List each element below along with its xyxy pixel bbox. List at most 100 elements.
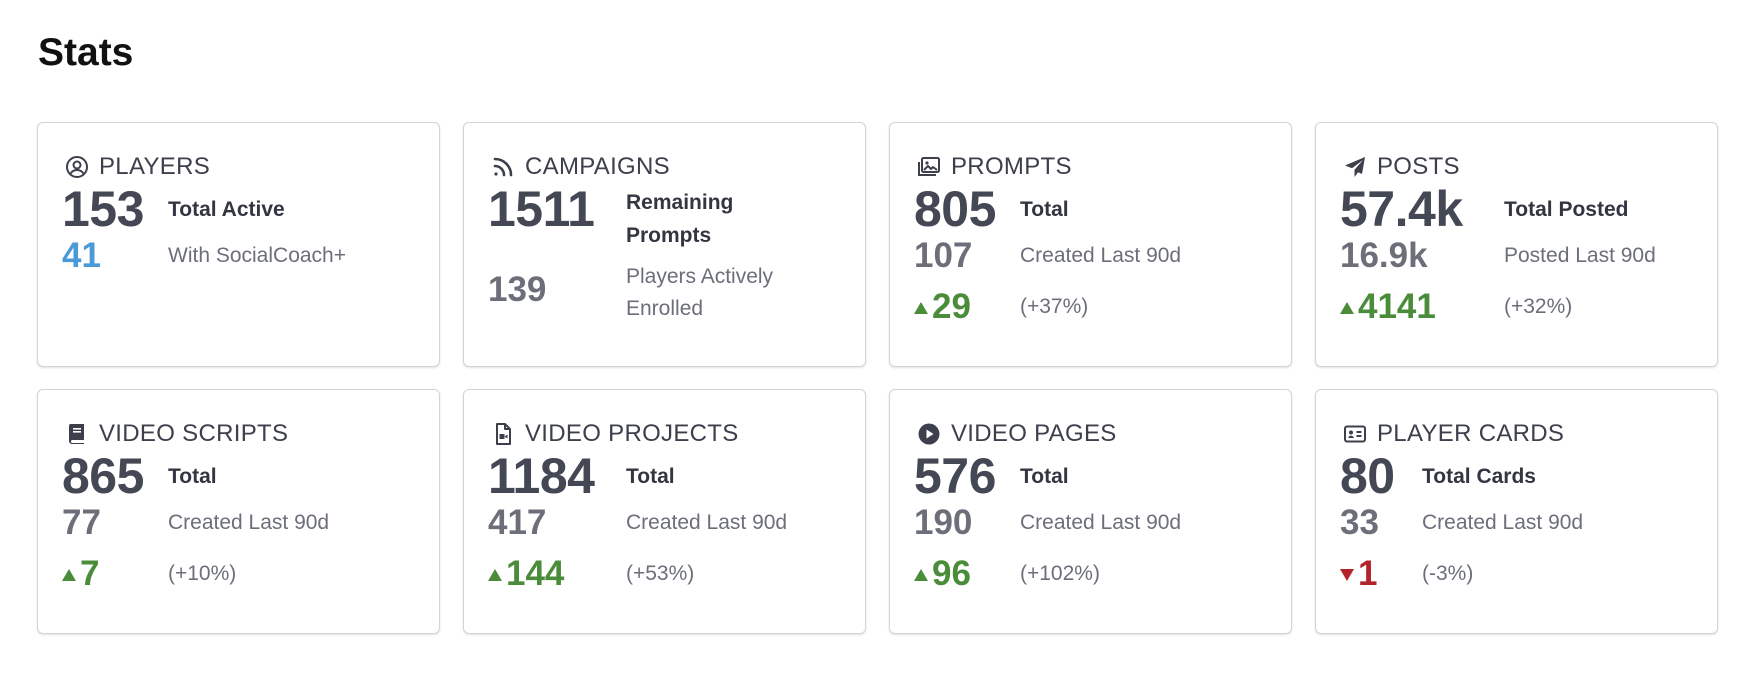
primary-label: Total Active — [168, 197, 285, 221]
delta-value: 1 — [1340, 554, 1377, 594]
card-prompts: PROMPTS 805 Total 107 Created Last 90d 2… — [889, 122, 1292, 367]
delta-number: 144 — [506, 554, 565, 593]
secondary-stat-row: 190 Created Last 90d — [914, 503, 1275, 543]
secondary-value: 139 — [488, 270, 547, 309]
card-video-projects: VIDEO PROJECTS 1184 Total 417 Created La… — [463, 389, 866, 634]
primary-value: 865 — [62, 448, 144, 504]
secondary-label: Created Last 90d — [1020, 511, 1182, 534]
file-video-icon — [490, 421, 516, 447]
card-players: PLAYERS 153 Total Active 41 With SocialC… — [37, 122, 440, 367]
card-video-pages: VIDEO PAGES 576 Total 190 Created Last 9… — [889, 389, 1292, 634]
images-icon — [916, 154, 942, 180]
card-player-cards: PLAYER CARDS 80 Total Cards 33 Created L… — [1315, 389, 1718, 634]
secondary-stat-row: 417 Created Last 90d — [488, 503, 849, 543]
secondary-label: Created Last 90d — [626, 511, 788, 534]
primary-label: Total — [1020, 197, 1069, 221]
delta-value: 96 — [914, 554, 971, 594]
secondary-label: Created Last 90d — [1020, 244, 1182, 267]
secondary-stat-row: 107 Created Last 90d — [914, 236, 1275, 276]
card-header: VIDEO PROJECTS — [490, 417, 739, 451]
delta-row: 7 (+10%) — [62, 554, 423, 594]
trend-up-icon — [914, 569, 928, 581]
primary-stat-row: 865 Total — [62, 448, 423, 504]
primary-label-line: Prompts — [626, 224, 712, 247]
delta-number: 29 — [932, 287, 971, 326]
secondary-label: With SocialCoach+ — [168, 244, 346, 267]
secondary-label-line: Enrolled — [626, 297, 704, 320]
primary-value: 1511 — [488, 181, 595, 237]
card-title: VIDEO SCRIPTS — [99, 420, 289, 447]
delta-number: 1 — [1358, 554, 1378, 593]
card-campaigns: CAMPAIGNS 1511 Remaining Prompts 139 Pla… — [463, 122, 866, 367]
card-title: POSTS — [1377, 153, 1460, 180]
secondary-stat-row: 33 Created Last 90d — [1340, 503, 1701, 543]
delta-value: 4141 — [1340, 287, 1436, 327]
card-video-scripts: VIDEO SCRIPTS 865 Total 77 Created Last … — [37, 389, 440, 634]
paper-plane-icon — [1342, 154, 1368, 180]
primary-value: 57.4k — [1340, 181, 1463, 237]
primary-label: Total Posted — [1504, 197, 1629, 221]
rss-icon — [490, 154, 516, 180]
card-header: VIDEO PAGES — [916, 417, 1117, 451]
delta-value: 144 — [488, 554, 564, 594]
delta-row: 96 (+102%) — [914, 554, 1275, 594]
delta-percent: (+37%) — [1020, 295, 1089, 318]
delta-percent: (+53%) — [626, 562, 695, 585]
secondary-label-line: Players Actively — [626, 265, 774, 288]
primary-label: Total Cards — [1422, 464, 1536, 488]
secondary-value: 77 — [62, 503, 101, 542]
delta-value: 29 — [914, 287, 971, 327]
card-title: VIDEO PAGES — [951, 420, 1117, 447]
book-icon — [64, 421, 90, 447]
page-title: Stats — [38, 31, 134, 74]
primary-label: Total — [1020, 464, 1069, 488]
secondary-label: Posted Last 90d — [1504, 244, 1656, 267]
primary-value: 576 — [914, 448, 996, 504]
primary-stat-row: 1184 Total — [488, 448, 849, 504]
primary-stat-row: 153 Total Active — [62, 181, 423, 237]
primary-value: 80 — [1340, 448, 1395, 504]
delta-percent: (-3%) — [1422, 562, 1474, 585]
stats-grid: PLAYERS 153 Total Active 41 With SocialC… — [37, 122, 1718, 634]
delta-percent: (+32%) — [1504, 295, 1573, 318]
secondary-stat-row: 77 Created Last 90d — [62, 503, 423, 543]
primary-stat-row: 805 Total — [914, 181, 1275, 237]
delta-percent: (+10%) — [168, 562, 237, 585]
primary-value: 805 — [914, 181, 996, 237]
card-header: POSTS — [1342, 150, 1460, 184]
card-title: PLAYER CARDS — [1377, 420, 1565, 447]
delta-number: 7 — [80, 554, 100, 593]
delta-number: 96 — [932, 554, 971, 593]
secondary-stat-row: 16.9k Posted Last 90d — [1340, 236, 1701, 276]
secondary-value: 16.9k — [1340, 236, 1428, 275]
delta-percent: (+102%) — [1020, 562, 1100, 585]
primary-stat-row: 1511 — [488, 181, 849, 237]
primary-label: Total — [626, 464, 675, 488]
card-header: VIDEO SCRIPTS — [64, 417, 288, 451]
trend-up-icon — [1340, 302, 1354, 314]
trend-up-icon — [914, 302, 928, 314]
secondary-label: Players Actively Enrolled — [626, 261, 773, 325]
trend-up-icon — [62, 569, 76, 581]
primary-stat-row: 80 Total Cards — [1340, 448, 1701, 504]
secondary-value: 107 — [914, 236, 973, 275]
trend-up-icon — [488, 569, 502, 581]
secondary-value: 33 — [1340, 503, 1379, 542]
card-header: CAMPAIGNS — [490, 150, 670, 184]
secondary-value: 417 — [488, 503, 547, 542]
primary-label: Remaining Prompts — [626, 186, 733, 252]
card-title: PLAYERS — [99, 153, 211, 180]
card-posts: POSTS 57.4k Total Posted 16.9k Posted La… — [1315, 122, 1718, 367]
delta-value: 7 — [62, 554, 99, 594]
primary-label: Total — [168, 464, 217, 488]
user-circle-icon — [64, 154, 90, 180]
id-card-icon — [1342, 421, 1368, 447]
delta-row: 4141 (+32%) — [1340, 287, 1701, 327]
delta-number: 4141 — [1358, 287, 1436, 326]
primary-value: 1184 — [488, 448, 595, 504]
secondary-value: 190 — [914, 503, 973, 542]
card-header: PROMPTS — [916, 150, 1072, 184]
secondary-stat-row: 41 With SocialCoach+ — [62, 236, 423, 276]
card-header: PLAYER CARDS — [1342, 417, 1564, 451]
